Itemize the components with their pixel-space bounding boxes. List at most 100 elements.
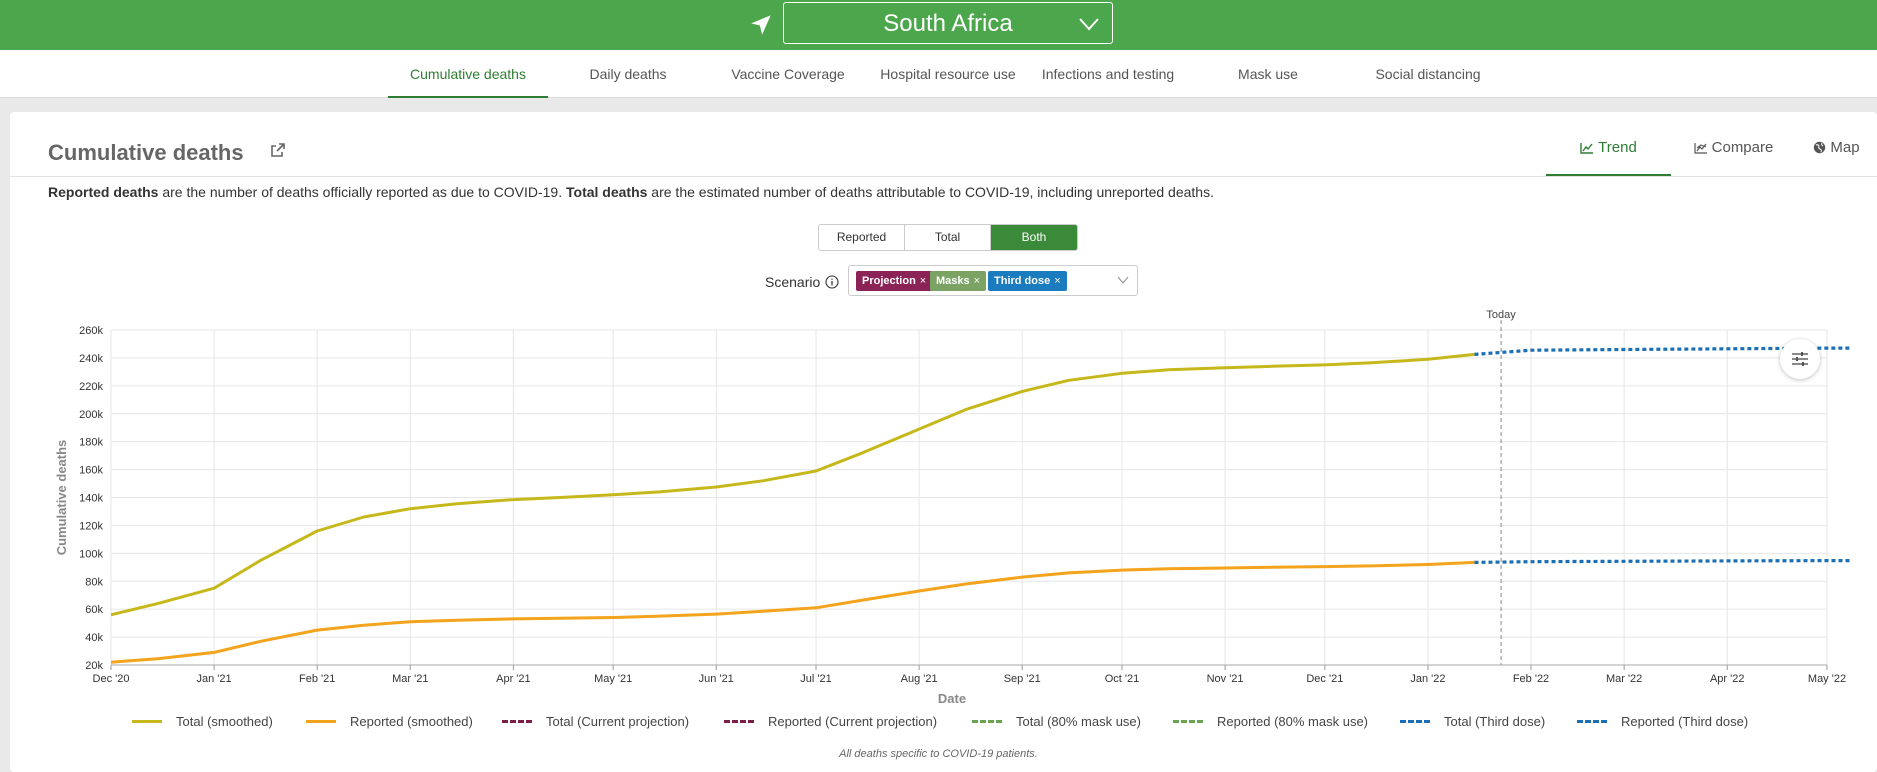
scenario-label: Scenario (765, 274, 821, 290)
today-label: Today (1486, 309, 1516, 321)
desc-reported-term: Reported deaths (48, 184, 159, 200)
remove-third-dose-icon[interactable]: × (1054, 275, 1061, 287)
cumulative-deaths-chart: 20k 40k 60k 80k 100k 120k 140k 160k 180k 200k 220k… (54, 309, 1851, 706)
location-arrow-icon[interactable] (748, 12, 774, 38)
legend-item[interactable]: Reported (smoothed) (306, 712, 473, 730)
tab-compare[interactable]: Compare (1671, 130, 1796, 176)
y-axis-label: Cumulative deaths (54, 440, 69, 556)
x-tick-label: Dec '20 (93, 673, 130, 685)
legend-swatch (1400, 719, 1430, 723)
legend-label: Total (Current projection) (546, 713, 690, 729)
scenario-chip-projection: Projection × (856, 271, 933, 291)
remove-masks-icon[interactable]: × (973, 275, 981, 287)
legend-swatch (132, 719, 162, 723)
toggle-both[interactable]: Both (991, 225, 1077, 250)
legend-swatch (972, 719, 1002, 723)
y-tick-label: 120k (79, 520, 103, 532)
tab-vaccine-coverage[interactable]: Vaccine Coverage (731, 66, 845, 82)
series-line-7 (1474, 559, 1851, 564)
x-axis-label: Date (938, 691, 966, 706)
tab-mask-use[interactable]: Mask use (1238, 66, 1298, 82)
y-tick-label: 220k (79, 381, 103, 393)
scenario-chip-masks-label: Masks (936, 275, 970, 287)
legend-item[interactable]: Total (80% mask use) (972, 712, 1141, 730)
chart-description: Reported deaths are the number of deaths… (48, 184, 1214, 200)
chevron-down-icon (1079, 18, 1099, 31)
series-line-1 (110, 560, 1475, 664)
remove-projection-icon[interactable]: × (919, 275, 927, 287)
y-tick-label: 60k (85, 604, 103, 616)
x-tick-label: Feb '22 (1513, 673, 1549, 685)
legend-label: Reported (Third dose) (1621, 713, 1749, 729)
x-tick-label: May '21 (594, 673, 632, 685)
legend-item[interactable]: Reported (Third dose) (1577, 712, 1748, 730)
x-tick-label: Mar '21 (392, 673, 428, 685)
globe-icon (1814, 141, 1826, 154)
legend-label: Reported (smoothed) (350, 713, 473, 729)
x-tick-label: Jan '22 (1410, 673, 1445, 685)
y-tick-label: 40k (85, 632, 103, 644)
toggle-total[interactable]: Total (905, 225, 991, 250)
x-tick-label: Sep '21 (1004, 673, 1041, 685)
legend-swatch (306, 719, 336, 723)
scenario-select[interactable]: Projection × Masks × Third dose × (848, 265, 1138, 296)
x-tick-label: Dec '21 (1306, 673, 1343, 685)
scenario-chip-third-dose: Third dose × (988, 271, 1067, 291)
chart-settings-button[interactable] (1780, 339, 1820, 379)
info-icon[interactable] (825, 275, 839, 289)
tab-map-label: Map (1830, 139, 1860, 156)
legend-label: Reported (Current projection) (768, 713, 938, 729)
x-tick-label: Apr '21 (496, 673, 531, 685)
y-tick-label: 160k (79, 465, 103, 477)
legend-label: Reported (80% mask use) (1217, 713, 1369, 729)
x-tick-label: Jun '21 (699, 673, 734, 685)
tab-trend-label: Trend (1598, 139, 1637, 156)
panel-divider (10, 176, 1877, 177)
tab-trend[interactable]: Trend (1546, 130, 1671, 176)
legend-item[interactable]: Reported (80% mask use) (1173, 712, 1368, 730)
legend-item[interactable]: Total (Third dose) (1400, 712, 1545, 730)
y-tick-label: 260k (79, 325, 103, 337)
x-tick-label: Oct '21 (1105, 673, 1140, 685)
y-tick-label: 200k (79, 409, 103, 421)
y-tick-label: 80k (85, 576, 103, 588)
scenario-chip-masks: Masks × (930, 271, 987, 291)
legend-label: Total (smoothed) (176, 713, 273, 729)
legend-swatch (1173, 719, 1203, 723)
country-select[interactable]: South Africa (783, 2, 1113, 44)
y-tick-label: 240k (79, 353, 103, 365)
desc-text-1: are the number of deaths officially repo… (158, 184, 566, 200)
x-tick-label: Aug '21 (901, 673, 938, 685)
section-tabs: Cumulative deaths Daily deaths Vaccine C… (0, 50, 1877, 98)
tab-hospital-resource-use[interactable]: Hospital resource use (880, 66, 1016, 82)
chevron-down-icon[interactable] (1117, 275, 1129, 285)
legend-item[interactable]: Reported (Current projection) (724, 712, 937, 730)
toggle-reported[interactable]: Reported (819, 225, 905, 250)
external-link-icon[interactable] (270, 142, 286, 158)
panel-title: Cumulative deaths (48, 140, 244, 165)
legend-item[interactable]: Total (smoothed) (132, 712, 273, 730)
x-tick-label: Feb '21 (299, 673, 335, 685)
tab-cumulative-deaths[interactable]: Cumulative deaths (388, 50, 548, 98)
x-tick-label: Jul '21 (800, 673, 831, 685)
line-chart-icon (1580, 143, 1594, 154)
legend-swatch (1577, 719, 1607, 723)
country-name: South Africa (883, 10, 1013, 37)
x-tick-label: Nov '21 (1207, 673, 1244, 685)
series-line-0 (110, 352, 1475, 617)
legend-item[interactable]: Total (Current projection) (502, 712, 689, 730)
tab-social-distancing[interactable]: Social distancing (1375, 66, 1481, 82)
x-tick-label: May '22 (1808, 673, 1846, 685)
top-bar: South Africa (0, 0, 1877, 50)
tab-infections-testing[interactable]: Infections and testing (1041, 66, 1175, 82)
desc-total-term: Total deaths (566, 184, 648, 200)
scenario-chip-third-dose-label: Third dose (994, 275, 1051, 287)
desc-text-2: are the estimated number of deaths attri… (647, 184, 1214, 200)
tab-map[interactable]: Map (1796, 130, 1877, 176)
y-tick-label: 20k (85, 660, 103, 672)
tab-compare-label: Compare (1711, 139, 1774, 156)
tab-daily-deaths[interactable]: Daily deaths (589, 66, 667, 82)
deaths-type-toggle: Reported Total Both (818, 224, 1078, 251)
y-tick-label: 180k (79, 437, 103, 449)
x-tick-label: Mar '22 (1606, 673, 1642, 685)
